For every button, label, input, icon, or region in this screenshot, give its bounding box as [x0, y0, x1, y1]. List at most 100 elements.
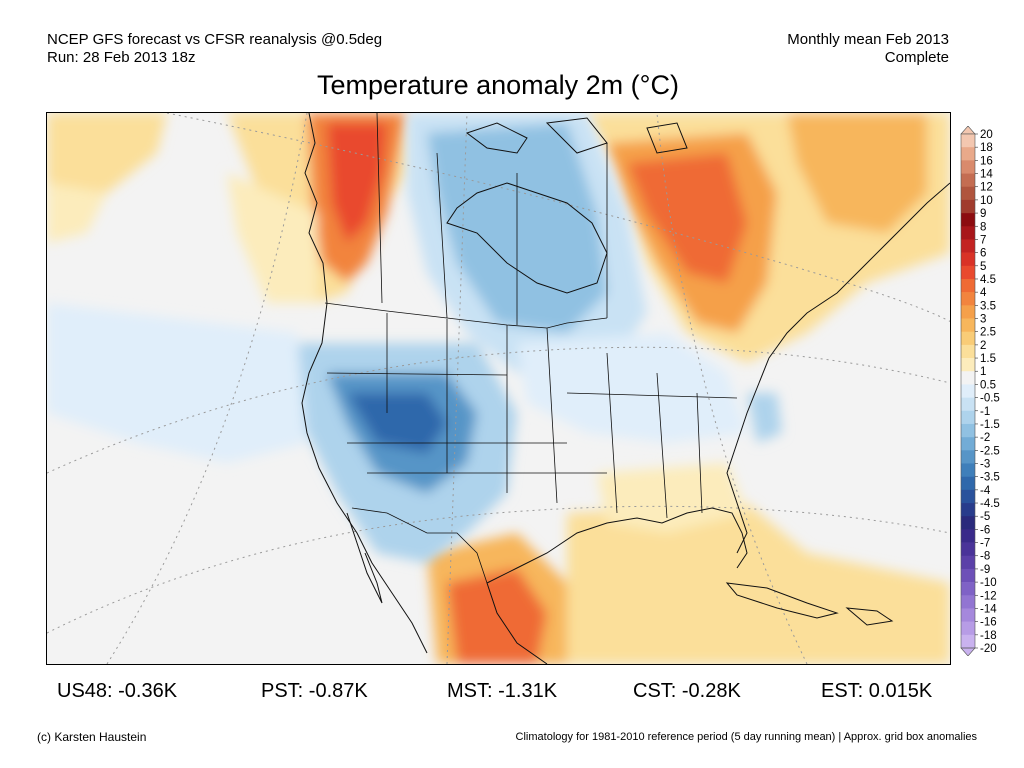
colorbar-swatch	[961, 173, 975, 188]
colorbar-swatch	[961, 252, 975, 267]
colorbar-label: -2	[980, 432, 990, 444]
colorbar-label: 1	[980, 366, 986, 378]
canada-west-warm-field	[227, 173, 317, 303]
colorbar-label: 4.5	[980, 274, 996, 286]
colorbar-swatch	[961, 608, 975, 622]
colorbar-label: -3	[980, 458, 990, 470]
colorbar-label: 2.5	[980, 327, 996, 339]
colorbar-swatch	[961, 463, 975, 477]
state-lines	[326, 313, 738, 519]
political-borders	[324, 113, 738, 584]
colorbar-swatch	[961, 410, 975, 425]
colorbar-swatch	[961, 384, 975, 398]
canada-provinces	[376, 113, 608, 325]
colorbar-swatch	[961, 134, 975, 148]
colorbar-swatch	[961, 344, 975, 359]
stat-us48: US48: -0.36K	[57, 680, 178, 702]
colorbar-label: -10	[980, 577, 997, 589]
colorbar-label: -8	[980, 551, 990, 563]
map-title: Temperature anomaly 2m (°C)	[317, 70, 679, 100]
colorbar-swatch	[961, 292, 975, 306]
header-left: NCEP GFS forecast vs CFSR reanalysis @0.…	[47, 31, 382, 67]
colorbar-label: 5	[980, 261, 986, 273]
colorbar-label: -18	[980, 630, 997, 642]
colorbar-label: 1.5	[980, 353, 996, 365]
model-description: NCEP GFS forecast vs CFSR reanalysis @0.…	[47, 31, 383, 48]
colorbar-swatch	[961, 305, 975, 319]
colorbar-label: -0.5	[980, 393, 1000, 405]
colorbar-label: -12	[980, 590, 997, 602]
graticule	[47, 113, 950, 664]
colorbar-swatch	[961, 213, 975, 227]
colorbar-swatch	[961, 371, 975, 385]
gulf-warm-field	[567, 503, 950, 664]
colorbar-label: 6	[980, 248, 986, 260]
colorbar-label: 0.5	[980, 379, 996, 391]
anomaly-map	[46, 112, 951, 665]
colorbar-label: -4.5	[980, 498, 1000, 510]
atlantic-cold-spot	[747, 393, 782, 443]
pacific-nw-warm-field	[47, 113, 167, 193]
colorbar-swatch	[961, 595, 975, 609]
colorbar-label: -4	[980, 485, 991, 497]
colorbar-swatch	[961, 516, 975, 530]
colorbar-label: 18	[980, 142, 993, 154]
north-pacific-warm-field	[47, 183, 107, 243]
colorbar-label: 3.5	[980, 300, 996, 312]
stat-pst: PST: -0.87K	[261, 680, 368, 702]
pacific-cold-field	[47, 303, 307, 463]
colorbar-label: 20	[980, 129, 993, 141]
colorbar-label: 2	[980, 340, 986, 352]
colorbar-swatch	[961, 199, 975, 214]
colorbar-frame	[960, 133, 976, 649]
cuba	[725, 582, 839, 619]
colorbar-swatch	[961, 450, 975, 464]
colorbar-swatch	[961, 160, 975, 174]
colorbar-swatch	[961, 621, 975, 636]
colorbar-swatch	[961, 582, 975, 596]
colorbar-label: 10	[980, 195, 993, 207]
great-lakes-cold-field	[517, 333, 747, 443]
colorbar-swatch	[961, 542, 975, 557]
hispaniola	[845, 607, 894, 626]
colorbar-label: 9	[980, 208, 986, 220]
colorbar-label: -9	[980, 564, 990, 576]
climatology-note: Climatology for 1981-2010 reference peri…	[515, 731, 977, 743]
stat-cst: CST: -0.28K	[633, 680, 741, 702]
colorbar-swatch	[961, 239, 975, 253]
colorbar-swatch	[961, 555, 975, 570]
colorbar-swatch	[961, 423, 975, 438]
colorado-cold-core	[347, 393, 447, 453]
colorbar-label: 7	[980, 234, 986, 246]
colorbar-swatch	[961, 568, 975, 583]
stat-mst: MST: -1.31K	[447, 680, 558, 702]
colorbar-swatch	[961, 503, 975, 517]
header-right: Monthly mean Feb 2013 Complete	[787, 31, 949, 67]
west-coast	[301, 113, 428, 654]
colorbar-label: -7	[980, 538, 990, 550]
colorbar-label: -14	[980, 603, 997, 615]
colorbar-label: 14	[980, 169, 993, 181]
mexico-coast	[486, 582, 548, 664]
colorbar-label: -5	[980, 511, 990, 523]
coastlines	[301, 113, 950, 664]
colorbar-swatch	[961, 331, 975, 346]
colorbar-swatch	[961, 437, 975, 451]
completeness-status: Complete	[884, 49, 949, 66]
colorbar-label: 16	[980, 155, 993, 167]
colorbar-max-extension	[960, 125, 976, 135]
colorbar-label: -20	[980, 643, 997, 655]
run-info: Run: 28 Feb 2013 18z	[47, 49, 196, 66]
colorbar-label: -3.5	[980, 472, 1000, 484]
quebec-hot-core	[627, 153, 747, 283]
colorbar-swatch	[961, 489, 975, 504]
colorbar-label: 12	[980, 182, 993, 194]
stat-est: EST: 0.015K	[821, 680, 933, 702]
baja-peninsula	[346, 512, 383, 604]
hudson-bay	[446, 182, 608, 294]
warm-anomaly-fields	[47, 113, 950, 664]
colorbar-label: 4	[980, 287, 987, 299]
colorbar-swatch	[961, 634, 975, 649]
colorbar-label: -6	[980, 524, 990, 536]
colorbar-min-extension	[960, 647, 976, 657]
